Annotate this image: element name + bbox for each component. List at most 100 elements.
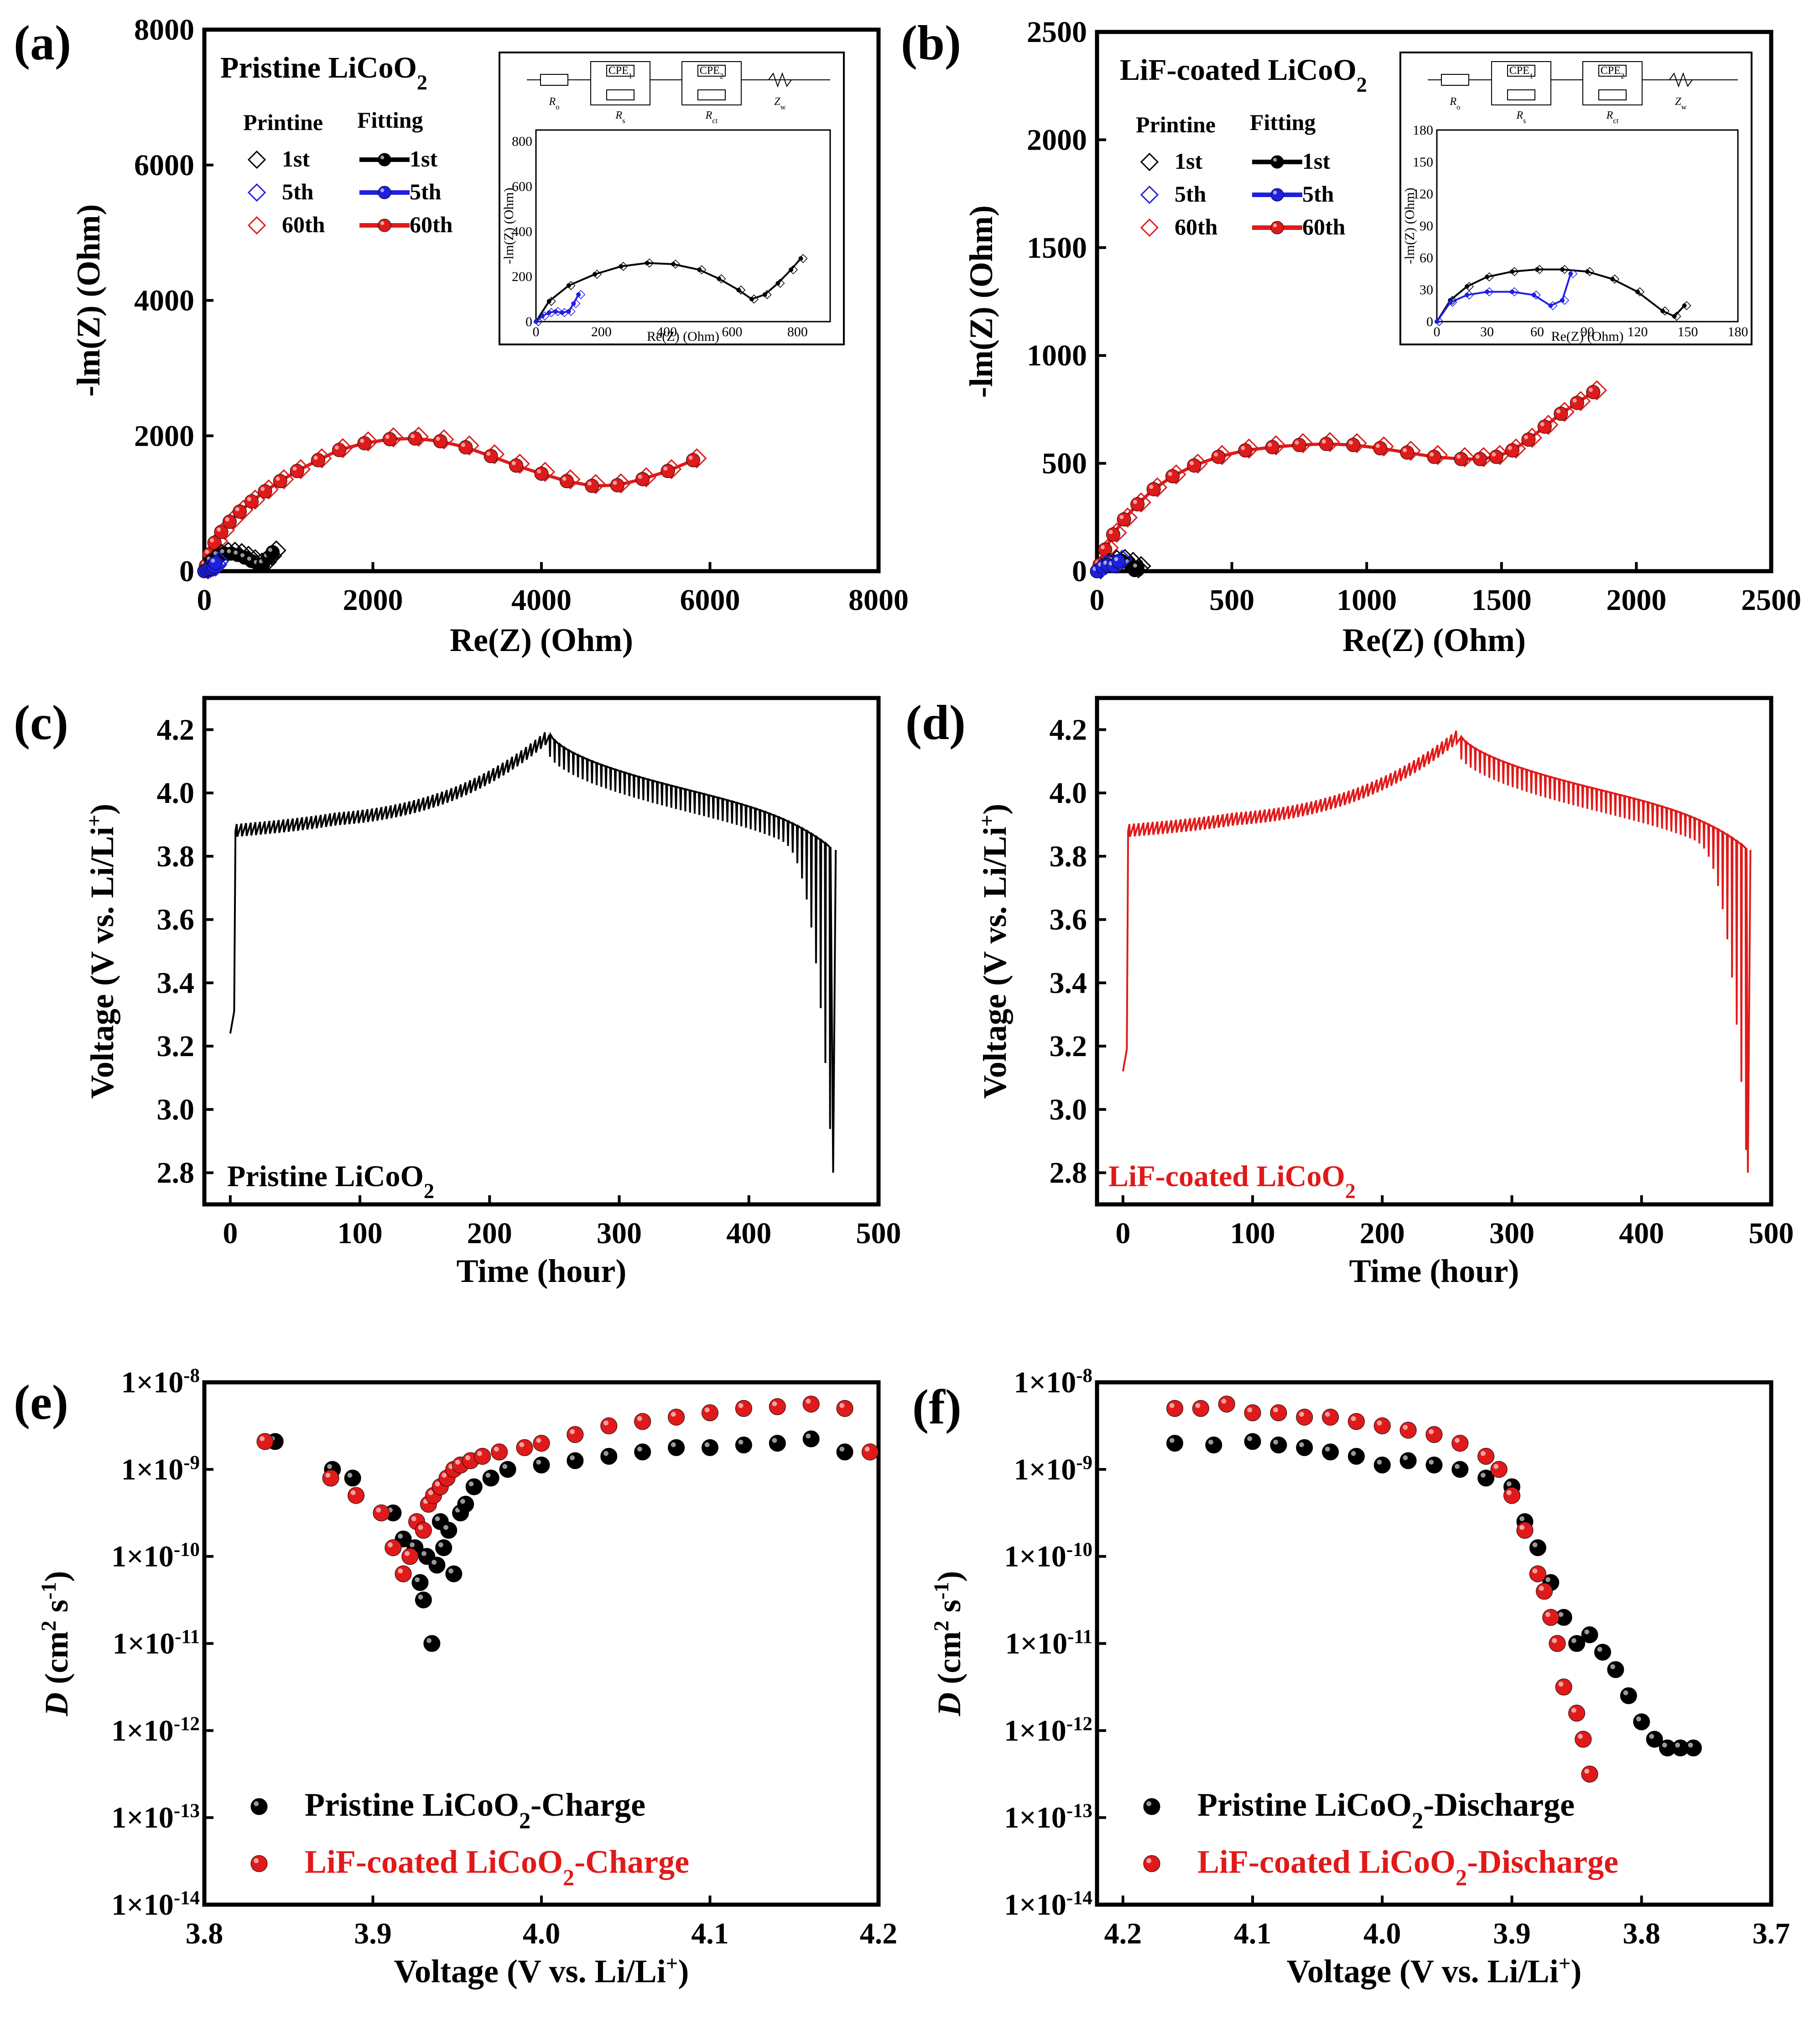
highlight [227, 549, 231, 553]
data-point [668, 1439, 685, 1456]
highlight [1273, 223, 1277, 228]
highlight [1524, 435, 1529, 439]
data-point [322, 1469, 339, 1487]
inset-diamond [1548, 301, 1558, 311]
data-point [836, 1443, 853, 1461]
highlight [1108, 530, 1113, 534]
warburg-element [1669, 72, 1693, 88]
x-tick-label: 2000 [1606, 583, 1666, 617]
highlight [225, 517, 229, 521]
highlight [465, 1455, 470, 1460]
highlight [1325, 1446, 1330, 1452]
highlight [442, 1473, 447, 1478]
y-tick-label: 4.2 [157, 713, 195, 746]
data-point [668, 1408, 685, 1426]
series-Pristine LiCoO2-Discharge [1166, 1433, 1702, 1756]
panel-label: (d) [905, 696, 966, 750]
inset-x-tick: 200 [591, 324, 612, 339]
highlight [418, 1594, 423, 1600]
x-tick-label: 6000 [680, 583, 740, 617]
highlight [477, 1451, 482, 1456]
text-part: w [780, 103, 786, 111]
text-part: (cm [931, 1631, 967, 1693]
highlight [613, 480, 617, 485]
text-part: -11 [175, 1626, 200, 1647]
highlight [1455, 1438, 1460, 1443]
highlight [1169, 1438, 1175, 1443]
data-point [1322, 1443, 1339, 1461]
inset-x-tick: 150 [1678, 324, 1698, 339]
data-point [348, 1487, 365, 1504]
text-part: 1×10 [111, 1801, 174, 1834]
fit-point [1146, 482, 1161, 496]
inset-diamond [1448, 297, 1457, 307]
data-point [702, 1439, 718, 1456]
plot-title: Pristine LiCoO2 [220, 51, 427, 94]
legend: Printine Fitting 1st 1st 5th 5th 60th 60th [1136, 109, 1346, 240]
highlight [1623, 1690, 1628, 1696]
data-point [445, 1565, 463, 1583]
inset-diamond [540, 311, 550, 321]
x-axis-label: Voltage (V vs. Li/Li+) [394, 1952, 689, 1990]
text-part: 2 [563, 1865, 574, 1891]
text-part: Voltage (V vs. Li/Li [84, 827, 120, 1099]
highlight [234, 550, 238, 555]
inset-y-tick: 0 [1426, 314, 1433, 329]
highlight [1119, 515, 1124, 519]
inset-x-tick: 600 [722, 324, 743, 339]
data-point [373, 1504, 390, 1521]
x-axis-label: Time (hour) [457, 1253, 627, 1289]
highlight [1241, 446, 1245, 450]
highlight [1636, 1716, 1641, 1722]
data-point [1399, 1422, 1417, 1439]
highlight [438, 1542, 443, 1547]
plot-frame [1095, 696, 1773, 1207]
y-tick-label: 3.6 [1050, 903, 1087, 937]
highlight [1429, 1429, 1434, 1434]
data-point [802, 1430, 820, 1448]
highlight [435, 1481, 440, 1487]
x-tick-label: 100 [1230, 1217, 1275, 1250]
panel-label: (f) [912, 1380, 962, 1434]
highlight [603, 1451, 608, 1456]
data-point [1536, 1583, 1553, 1600]
highlight [1492, 452, 1496, 457]
text-part: LiF-coated LiCoO [1108, 1160, 1345, 1193]
data-point [1399, 1452, 1417, 1469]
label-cpe: CPE2 [700, 65, 723, 80]
highlight [325, 1473, 331, 1478]
fit-point [1165, 469, 1180, 484]
data-point [1477, 1448, 1495, 1465]
fit-point [660, 464, 675, 478]
y-tick-label: 3.6 [157, 903, 195, 937]
text-part: 1×10 [1004, 1888, 1066, 1922]
highlight [1403, 1455, 1408, 1460]
y-tick-label: 1×10-13 [1004, 1800, 1092, 1835]
highlight [380, 221, 385, 225]
highlight [1268, 443, 1272, 447]
x-tick-label: 4.2 [1104, 1917, 1142, 1950]
fit-point [433, 434, 447, 448]
data-point [567, 1426, 584, 1443]
y-tick-label: 3.2 [1050, 1030, 1087, 1063]
text-part: o [556, 103, 559, 111]
inset-diamond [1560, 265, 1570, 274]
highlight [360, 438, 364, 443]
highlight [1273, 157, 1277, 162]
data-point [474, 1448, 491, 1465]
cpe-element [606, 65, 634, 77]
y-axis-label: Voltage (V vs. Li/Li+) [975, 804, 1013, 1099]
data-point [802, 1396, 820, 1413]
legend-marker [250, 1798, 268, 1815]
highlight [1571, 1708, 1576, 1713]
fit-point [1211, 449, 1226, 464]
cpe-element [1507, 65, 1535, 77]
highlight [376, 1507, 381, 1513]
data-point [1451, 1461, 1469, 1478]
x-tick-label: 4000 [511, 583, 572, 617]
x-tick-label: 2500 [1741, 583, 1801, 617]
data-point [567, 1452, 584, 1469]
legend-label: 5th [1302, 181, 1334, 207]
series-5th [1090, 549, 1133, 580]
text-part: -Charge [530, 1787, 645, 1823]
